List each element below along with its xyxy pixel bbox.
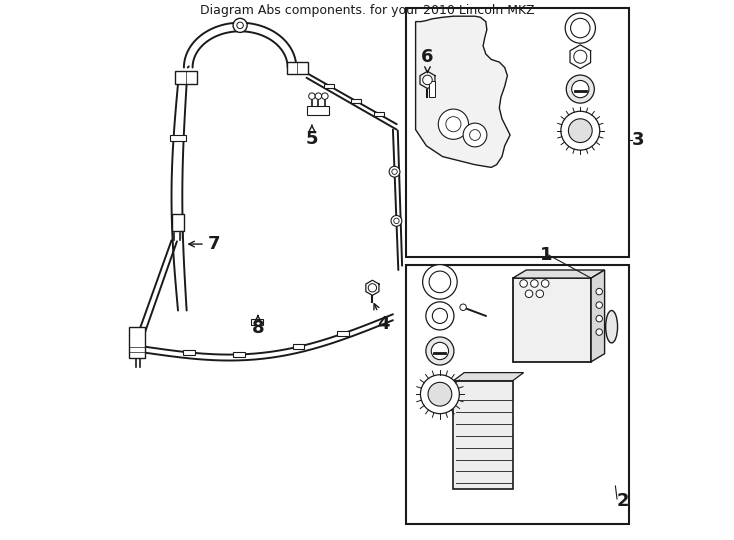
Circle shape bbox=[561, 111, 600, 150]
Circle shape bbox=[536, 290, 544, 298]
Circle shape bbox=[315, 93, 321, 99]
Circle shape bbox=[393, 218, 399, 224]
Circle shape bbox=[470, 130, 480, 140]
Bar bbox=[170, 135, 186, 141]
Bar bbox=[287, 62, 308, 74]
Circle shape bbox=[531, 280, 538, 287]
Circle shape bbox=[574, 50, 587, 63]
Circle shape bbox=[421, 375, 459, 414]
Circle shape bbox=[392, 169, 397, 174]
Bar bbox=[338, 331, 349, 336]
Circle shape bbox=[572, 80, 589, 98]
Text: 7: 7 bbox=[189, 235, 220, 253]
Text: 1: 1 bbox=[540, 246, 553, 264]
Bar bbox=[172, 214, 184, 231]
Bar bbox=[307, 106, 330, 115]
Bar bbox=[324, 84, 334, 88]
Text: 4: 4 bbox=[374, 303, 390, 333]
Circle shape bbox=[426, 302, 454, 330]
Text: 5: 5 bbox=[305, 125, 318, 148]
Bar bbox=[374, 112, 384, 116]
Circle shape bbox=[570, 18, 590, 38]
Bar bbox=[233, 352, 245, 357]
Circle shape bbox=[520, 280, 528, 287]
Bar bbox=[429, 81, 435, 97]
Text: Diagram Abs components. for your 2010 Lincoln MKZ: Diagram Abs components. for your 2010 Li… bbox=[200, 4, 534, 17]
Text: 8: 8 bbox=[252, 316, 264, 338]
Circle shape bbox=[463, 123, 487, 147]
Text: 6: 6 bbox=[421, 48, 434, 72]
Polygon shape bbox=[415, 16, 510, 167]
Bar bbox=[574, 90, 586, 92]
Bar bbox=[433, 352, 446, 354]
Bar bbox=[406, 8, 629, 256]
Circle shape bbox=[596, 302, 603, 308]
Polygon shape bbox=[454, 373, 523, 381]
Circle shape bbox=[432, 342, 448, 360]
Circle shape bbox=[460, 304, 466, 310]
Circle shape bbox=[321, 93, 328, 99]
Bar bbox=[251, 319, 263, 325]
Circle shape bbox=[426, 337, 454, 365]
Circle shape bbox=[391, 215, 401, 226]
Circle shape bbox=[428, 382, 452, 406]
Circle shape bbox=[565, 13, 595, 43]
Circle shape bbox=[568, 119, 592, 143]
Bar bbox=[293, 344, 305, 349]
Bar bbox=[129, 327, 145, 358]
Circle shape bbox=[423, 75, 432, 85]
Bar bbox=[175, 71, 197, 84]
Circle shape bbox=[433, 309, 446, 322]
Bar bbox=[184, 350, 195, 355]
Circle shape bbox=[596, 329, 603, 335]
Bar bbox=[352, 99, 361, 103]
Circle shape bbox=[309, 93, 315, 99]
Circle shape bbox=[566, 75, 595, 103]
Circle shape bbox=[237, 22, 244, 29]
Circle shape bbox=[423, 265, 457, 299]
Circle shape bbox=[596, 315, 603, 322]
Circle shape bbox=[429, 271, 451, 293]
Polygon shape bbox=[591, 270, 605, 362]
Circle shape bbox=[389, 166, 400, 177]
Polygon shape bbox=[513, 270, 605, 278]
Circle shape bbox=[368, 284, 377, 292]
Bar bbox=[406, 265, 629, 524]
Text: 3: 3 bbox=[631, 131, 644, 150]
Circle shape bbox=[233, 18, 247, 32]
Ellipse shape bbox=[606, 310, 617, 343]
FancyBboxPatch shape bbox=[454, 381, 513, 489]
Circle shape bbox=[596, 288, 603, 295]
FancyBboxPatch shape bbox=[513, 278, 591, 362]
Circle shape bbox=[526, 290, 533, 298]
Circle shape bbox=[542, 280, 549, 287]
Circle shape bbox=[432, 308, 448, 323]
Circle shape bbox=[446, 117, 461, 132]
Circle shape bbox=[438, 109, 468, 139]
Text: 2: 2 bbox=[617, 492, 630, 510]
